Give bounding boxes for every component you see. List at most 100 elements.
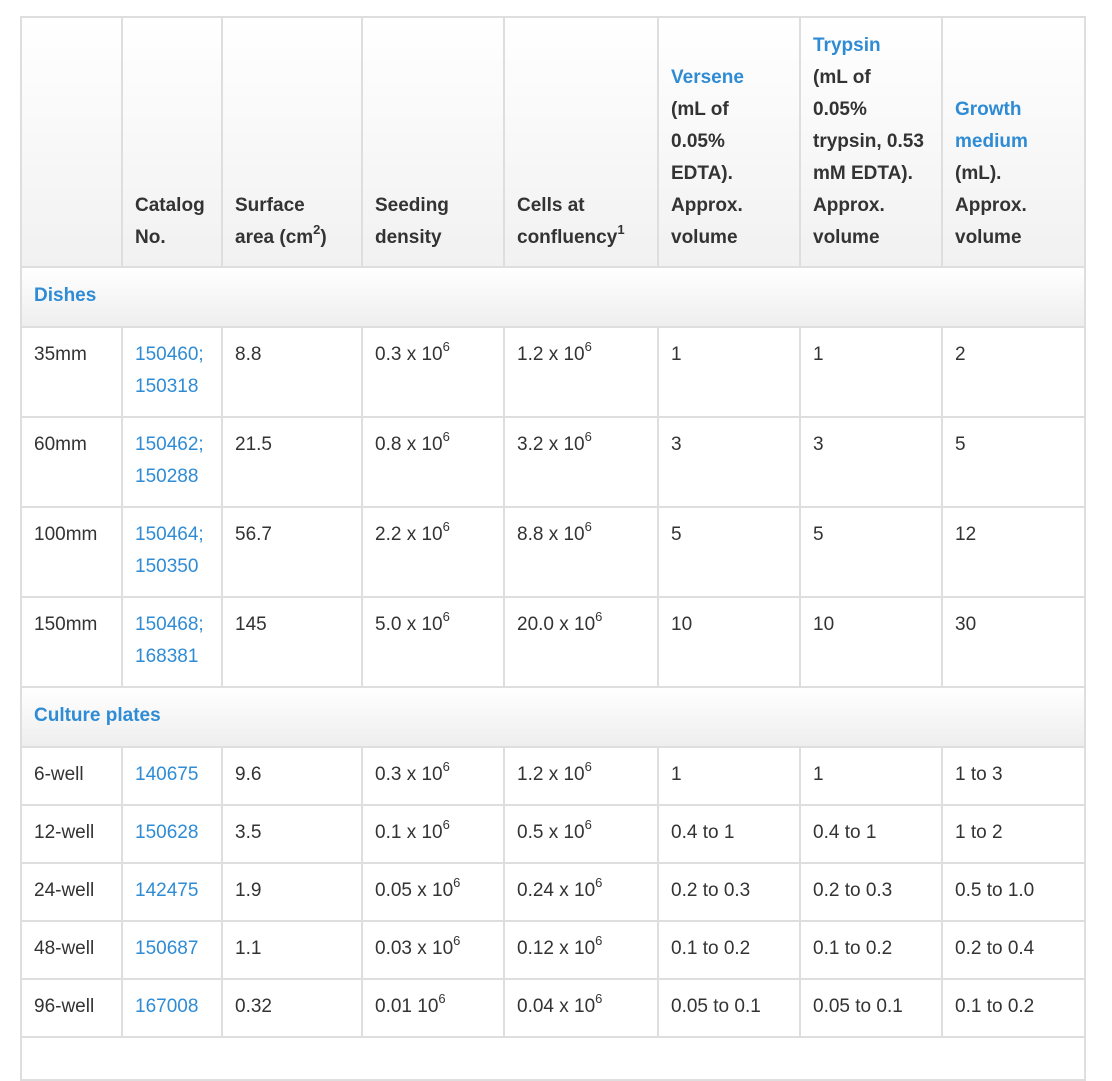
surface-area-cell: 21.5 bbox=[221, 416, 363, 508]
seeding-density-cell: 5.0 x 106 bbox=[361, 596, 505, 688]
trypsin-cell: 1 bbox=[799, 326, 943, 418]
trypsin-cell: 0.05 to 0.1 bbox=[799, 978, 943, 1038]
section-header-row: Culture plates bbox=[20, 686, 1086, 748]
versene-cell: 0.1 to 0.2 bbox=[657, 920, 801, 980]
table-row: 6-well 140675 9.6 0.3 x 106 1.2 x 106 1 1 1 to … bbox=[20, 746, 1086, 806]
trypsin-cell: 0.1 to 0.2 bbox=[799, 920, 943, 980]
header-seeding-density: Seeding density bbox=[361, 16, 505, 268]
vessel-cell: 150mm bbox=[20, 596, 123, 688]
catalog-link[interactable]: 150318 bbox=[135, 376, 199, 397]
exponent: 6 bbox=[453, 932, 461, 948]
table-row: 60mm 150462; 150288 21.5 0.8 x 106 3.2 x 106 3… bbox=[20, 416, 1086, 508]
cells-at-confluency-cell: 0.12 x 106 bbox=[503, 920, 659, 980]
catalog-link[interactable]: 150464; bbox=[135, 524, 204, 545]
surface-area-cell: 3.5 bbox=[221, 804, 363, 864]
exponent: 6 bbox=[584, 758, 592, 774]
catalog-link[interactable]: 150288 bbox=[135, 466, 199, 487]
catalog-link[interactable]: 167008 bbox=[135, 996, 199, 1017]
header-versene: Versene (mL of 0.05% EDTA). Approx. volu… bbox=[657, 16, 801, 268]
section-title: Culture plates bbox=[34, 705, 161, 726]
exponent: 6 bbox=[584, 338, 592, 354]
surface-area-cell: 8.8 bbox=[221, 326, 363, 418]
surface-area-cell: 1.1 bbox=[221, 920, 363, 980]
versene-cell: 1 bbox=[657, 746, 801, 806]
exponent: 6 bbox=[442, 608, 450, 624]
table-body: Dishes 35mm 150460; 150318 8.8 0.3 x 106 1.2 x… bbox=[20, 266, 1086, 1081]
cells-at-confluency-cell: 1.2 x 106 bbox=[503, 746, 659, 806]
trypsin-cell: 10 bbox=[799, 596, 943, 688]
seeding-density-cell: 0.01 106 bbox=[361, 978, 505, 1038]
vessel-cell: 60mm bbox=[20, 416, 123, 508]
catalog-link[interactable]: 150460; bbox=[135, 344, 204, 365]
cells-at-confluency-cell: 0.5 x 106 bbox=[503, 804, 659, 864]
header-surface-area: Surface area (cm2) bbox=[221, 16, 363, 268]
growth-medium-cell: 5 bbox=[941, 416, 1086, 508]
header-vessel bbox=[20, 16, 123, 268]
catalog-cell: 167008 bbox=[121, 978, 223, 1038]
vessel-cell: 6-well bbox=[20, 746, 123, 806]
catalog-link[interactable]: 150350 bbox=[135, 556, 199, 577]
catalog-cell: 140675 bbox=[121, 746, 223, 806]
cell-culture-table: Catalog No. Surface area (cm2) Seeding d… bbox=[20, 16, 1086, 1081]
trypsin-cell: 1 bbox=[799, 746, 943, 806]
catalog-link[interactable]: 142475 bbox=[135, 880, 199, 901]
table-row: 24-well 142475 1.9 0.05 x 106 0.24 x 106 0.2 … bbox=[20, 862, 1086, 922]
exponent: 6 bbox=[584, 816, 592, 832]
versene-cell: 0.2 to 0.3 bbox=[657, 862, 801, 922]
catalog-cell: 150462; 150288 bbox=[121, 416, 223, 508]
exponent: 6 bbox=[442, 428, 450, 444]
exponent: 6 bbox=[595, 932, 603, 948]
exponent: 6 bbox=[595, 990, 603, 1006]
catalog-link[interactable]: 150628 bbox=[135, 822, 199, 843]
section-header-row: Dishes bbox=[20, 266, 1086, 328]
surface-area-cell: 145 bbox=[221, 596, 363, 688]
seeding-density-cell: 0.05 x 106 bbox=[361, 862, 505, 922]
trypsin-cell: 0.4 to 1 bbox=[799, 804, 943, 864]
table-row: 12-well 150628 3.5 0.1 x 106 0.5 x 106 0.4 to… bbox=[20, 804, 1086, 864]
catalog-cell: 150628 bbox=[121, 804, 223, 864]
header-trypsin: Trypsin (mL of 0.05% trypsin, 0.53 mM ED… bbox=[799, 16, 943, 268]
cells-at-confluency-cell: 20.0 x 106 bbox=[503, 596, 659, 688]
exponent: 6 bbox=[595, 608, 603, 624]
next-row-cell bbox=[20, 1036, 1086, 1081]
growth-medium-link[interactable]: Growth medium bbox=[955, 99, 1028, 152]
cells-at-confluency-cell: 3.2 x 106 bbox=[503, 416, 659, 508]
versene-cell: 3 bbox=[657, 416, 801, 508]
catalog-link[interactable]: 150462; bbox=[135, 434, 204, 455]
seeding-density-cell: 0.03 x 106 bbox=[361, 920, 505, 980]
seeding-density-cell: 0.3 x 106 bbox=[361, 746, 505, 806]
cells-at-confluency-cell: 8.8 x 106 bbox=[503, 506, 659, 598]
growth-medium-cell: 0.1 to 0.2 bbox=[941, 978, 1086, 1038]
vessel-cell: 35mm bbox=[20, 326, 123, 418]
surface-area-cell: 1.9 bbox=[221, 862, 363, 922]
table-row: 48-well 150687 1.1 0.03 x 106 0.12 x 106 0.1 … bbox=[20, 920, 1086, 980]
trypsin-link[interactable]: Trypsin bbox=[813, 35, 881, 56]
vessel-cell: 96-well bbox=[20, 978, 123, 1038]
catalog-cell: 150468; 168381 bbox=[121, 596, 223, 688]
cells-at-confluency-cell: 1.2 x 106 bbox=[503, 326, 659, 418]
header-growth-medium: Growth medium (mL). Approx. volume bbox=[941, 16, 1086, 268]
trypsin-cell: 0.2 to 0.3 bbox=[799, 862, 943, 922]
versene-link[interactable]: Versene bbox=[671, 67, 744, 88]
vessel-cell: 24-well bbox=[20, 862, 123, 922]
cells-at-confluency-cell: 0.24 x 106 bbox=[503, 862, 659, 922]
next-row-partial bbox=[20, 1036, 1086, 1081]
catalog-link[interactable]: 150687 bbox=[135, 938, 199, 959]
catalog-link[interactable]: 168381 bbox=[135, 646, 199, 667]
exponent: 6 bbox=[453, 874, 461, 890]
seeding-density-cell: 0.8 x 106 bbox=[361, 416, 505, 508]
trypsin-cell: 5 bbox=[799, 506, 943, 598]
exponent: 6 bbox=[442, 816, 450, 832]
header-row: Catalog No. Surface area (cm2) Seeding d… bbox=[20, 16, 1086, 268]
vessel-cell: 100mm bbox=[20, 506, 123, 598]
seeding-density-cell: 2.2 x 106 bbox=[361, 506, 505, 598]
growth-medium-cell: 0.2 to 0.4 bbox=[941, 920, 1086, 980]
trypsin-cell: 3 bbox=[799, 416, 943, 508]
versene-cell: 5 bbox=[657, 506, 801, 598]
catalog-link[interactable]: 140675 bbox=[135, 764, 199, 785]
seeding-density-cell: 0.1 x 106 bbox=[361, 804, 505, 864]
growth-medium-cell: 2 bbox=[941, 326, 1086, 418]
vessel-cell: 48-well bbox=[20, 920, 123, 980]
catalog-link[interactable]: 150468; bbox=[135, 614, 204, 635]
versene-cell: 0.05 to 0.1 bbox=[657, 978, 801, 1038]
